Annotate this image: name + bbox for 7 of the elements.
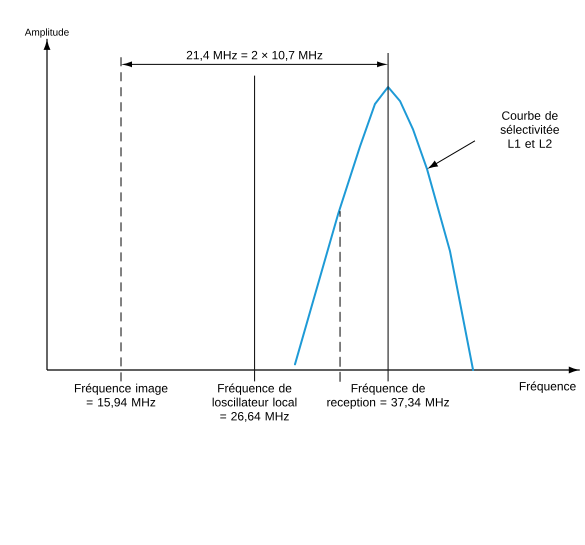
- x-axis-title: Fréquence: [520, 382, 576, 393]
- text: 21,4 MHz = 2 × 10,7 MHz: [186, 50, 322, 61]
- annotation: Courbe de sélectivitée L1 et L2: [500, 111, 559, 148]
- y-axis-title: Amplitude: [24, 28, 69, 38]
- x-tick-label: Fréquence de reception = 37,34 MHz: [327, 384, 449, 409]
- x-tick-label: Fréquence image = 15,94 MHz: [74, 384, 168, 408]
- x-tick-label: Fréquence de loscillateur local = 26,64 MHz: [212, 384, 296, 422]
